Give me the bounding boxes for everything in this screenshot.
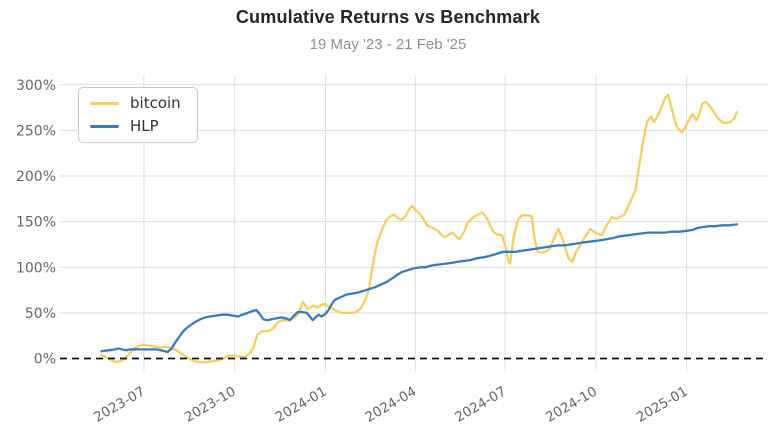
y-tick-label: 100%: [16, 260, 56, 276]
x-tick-label: 2025-01: [634, 384, 691, 426]
y-tick-label: 50%: [25, 306, 56, 322]
bitcoin-line-swatch: [90, 102, 119, 105]
hlp-line: [100, 223, 739, 354]
y-tick-label: 200%: [16, 169, 56, 185]
legend-label-hlp: HLP: [130, 117, 159, 135]
x-tick-label: 2024-10: [543, 384, 600, 426]
x-tick-label: 2024-07: [452, 384, 509, 426]
y-tick-label: 250%: [16, 123, 56, 139]
hlp-line-swatch: [90, 125, 119, 128]
x-tick-label: 2023-10: [182, 384, 239, 426]
chart-title: Cumulative Returns vs Benchmark: [235, 7, 541, 27]
legend-item-hlp: HLP: [90, 118, 181, 135]
x-tick-label: 2024-04: [362, 384, 419, 426]
y-tick-label: 0%: [34, 352, 56, 368]
y-tick-label: 150%: [16, 215, 56, 231]
y-tick-label: 300%: [16, 78, 56, 94]
chart-subtitle: 19 May '23 - 21 Feb '25: [309, 36, 467, 53]
x-tick-label: 2023-07: [91, 384, 148, 426]
bitcoin-line: [100, 93, 739, 364]
legend-item-bitcoin: bitcoin: [90, 95, 181, 112]
legend-label-bitcoin: bitcoin: [130, 94, 181, 112]
x-tick-label: 2024-01: [273, 384, 330, 426]
legend: bitcoin HLP: [78, 87, 198, 143]
